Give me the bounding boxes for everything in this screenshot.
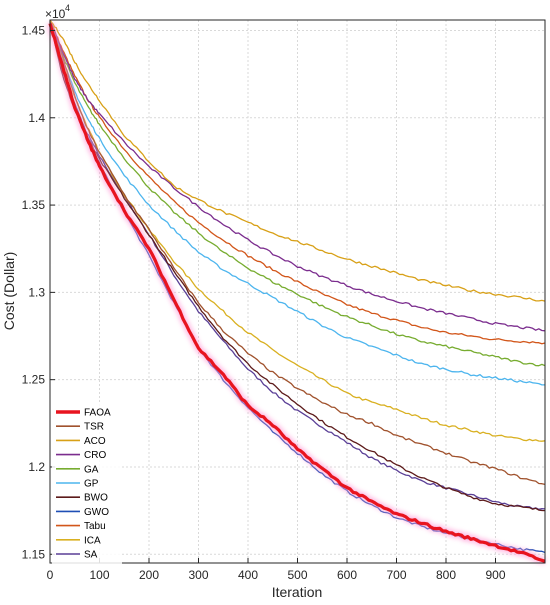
ticks: 0 100 200 300 400 500 600 700 800 900 1.15 1.2 1.25 1… [22,23,506,582]
legend-label-sa: SA [84,550,98,561]
legend-label-tabu: Tabu [84,521,106,532]
y-tick-label: 1.35 [22,198,46,212]
x-axis-title: Iteration [272,584,323,600]
legend-label-tsr: TSR [84,422,104,433]
x-tick-label: 200 [139,568,159,582]
x-tick-label: 0 [47,568,54,582]
legend-label-aco: ACO [84,436,106,447]
x-tick-label: 600 [337,568,357,582]
legend-label-gwo: GWO [84,507,109,518]
series-line-gp [49,21,545,386]
legend-box [52,403,122,566]
legend-label-ica: ICA [84,535,101,546]
y-tick-label: 1.45 [22,23,46,37]
series-line-cro [49,19,546,332]
series-line-faoa [48,23,546,563]
x-tick-label: 500 [287,568,307,582]
y-multiplier-exponent: 4 [65,3,70,13]
legend-label-ga: GA [84,464,99,475]
y-tick-label: 1.25 [22,373,46,387]
y-tick-label: 1.3 [28,285,45,299]
legend-label-cro: CRO [84,450,106,461]
y-tick-label: 1.2 [28,460,45,474]
legend-label-bwo: BWO [84,493,108,504]
legend-label-gp: GP [84,479,99,490]
y-multiplier-base: ×10 [45,7,66,21]
series-line-tabu [49,19,546,345]
x-tick-label: 700 [386,568,406,582]
x-tick-label: 100 [89,568,109,582]
x-tick-label: 800 [436,568,456,582]
series-line-ga [49,19,546,367]
legend-label-faoa: FAOA [84,408,111,419]
series-line-tsr [49,21,546,486]
series-layer [46,19,547,565]
x-tick-label: 900 [485,568,505,582]
legend: FAOA TSR ACO CRO GA GP BWO GWO Tabu ICA SA [52,403,122,566]
series-line-aco [49,19,546,302]
y-tick-label: 1.15 [22,547,46,561]
x-tick-label: 400 [238,568,258,582]
x-tick-label: 300 [188,568,208,582]
y-tick-label: 1.4 [28,111,45,125]
y-axis-title: Cost (Dollar) [1,252,17,331]
series-line-sa [49,21,546,510]
